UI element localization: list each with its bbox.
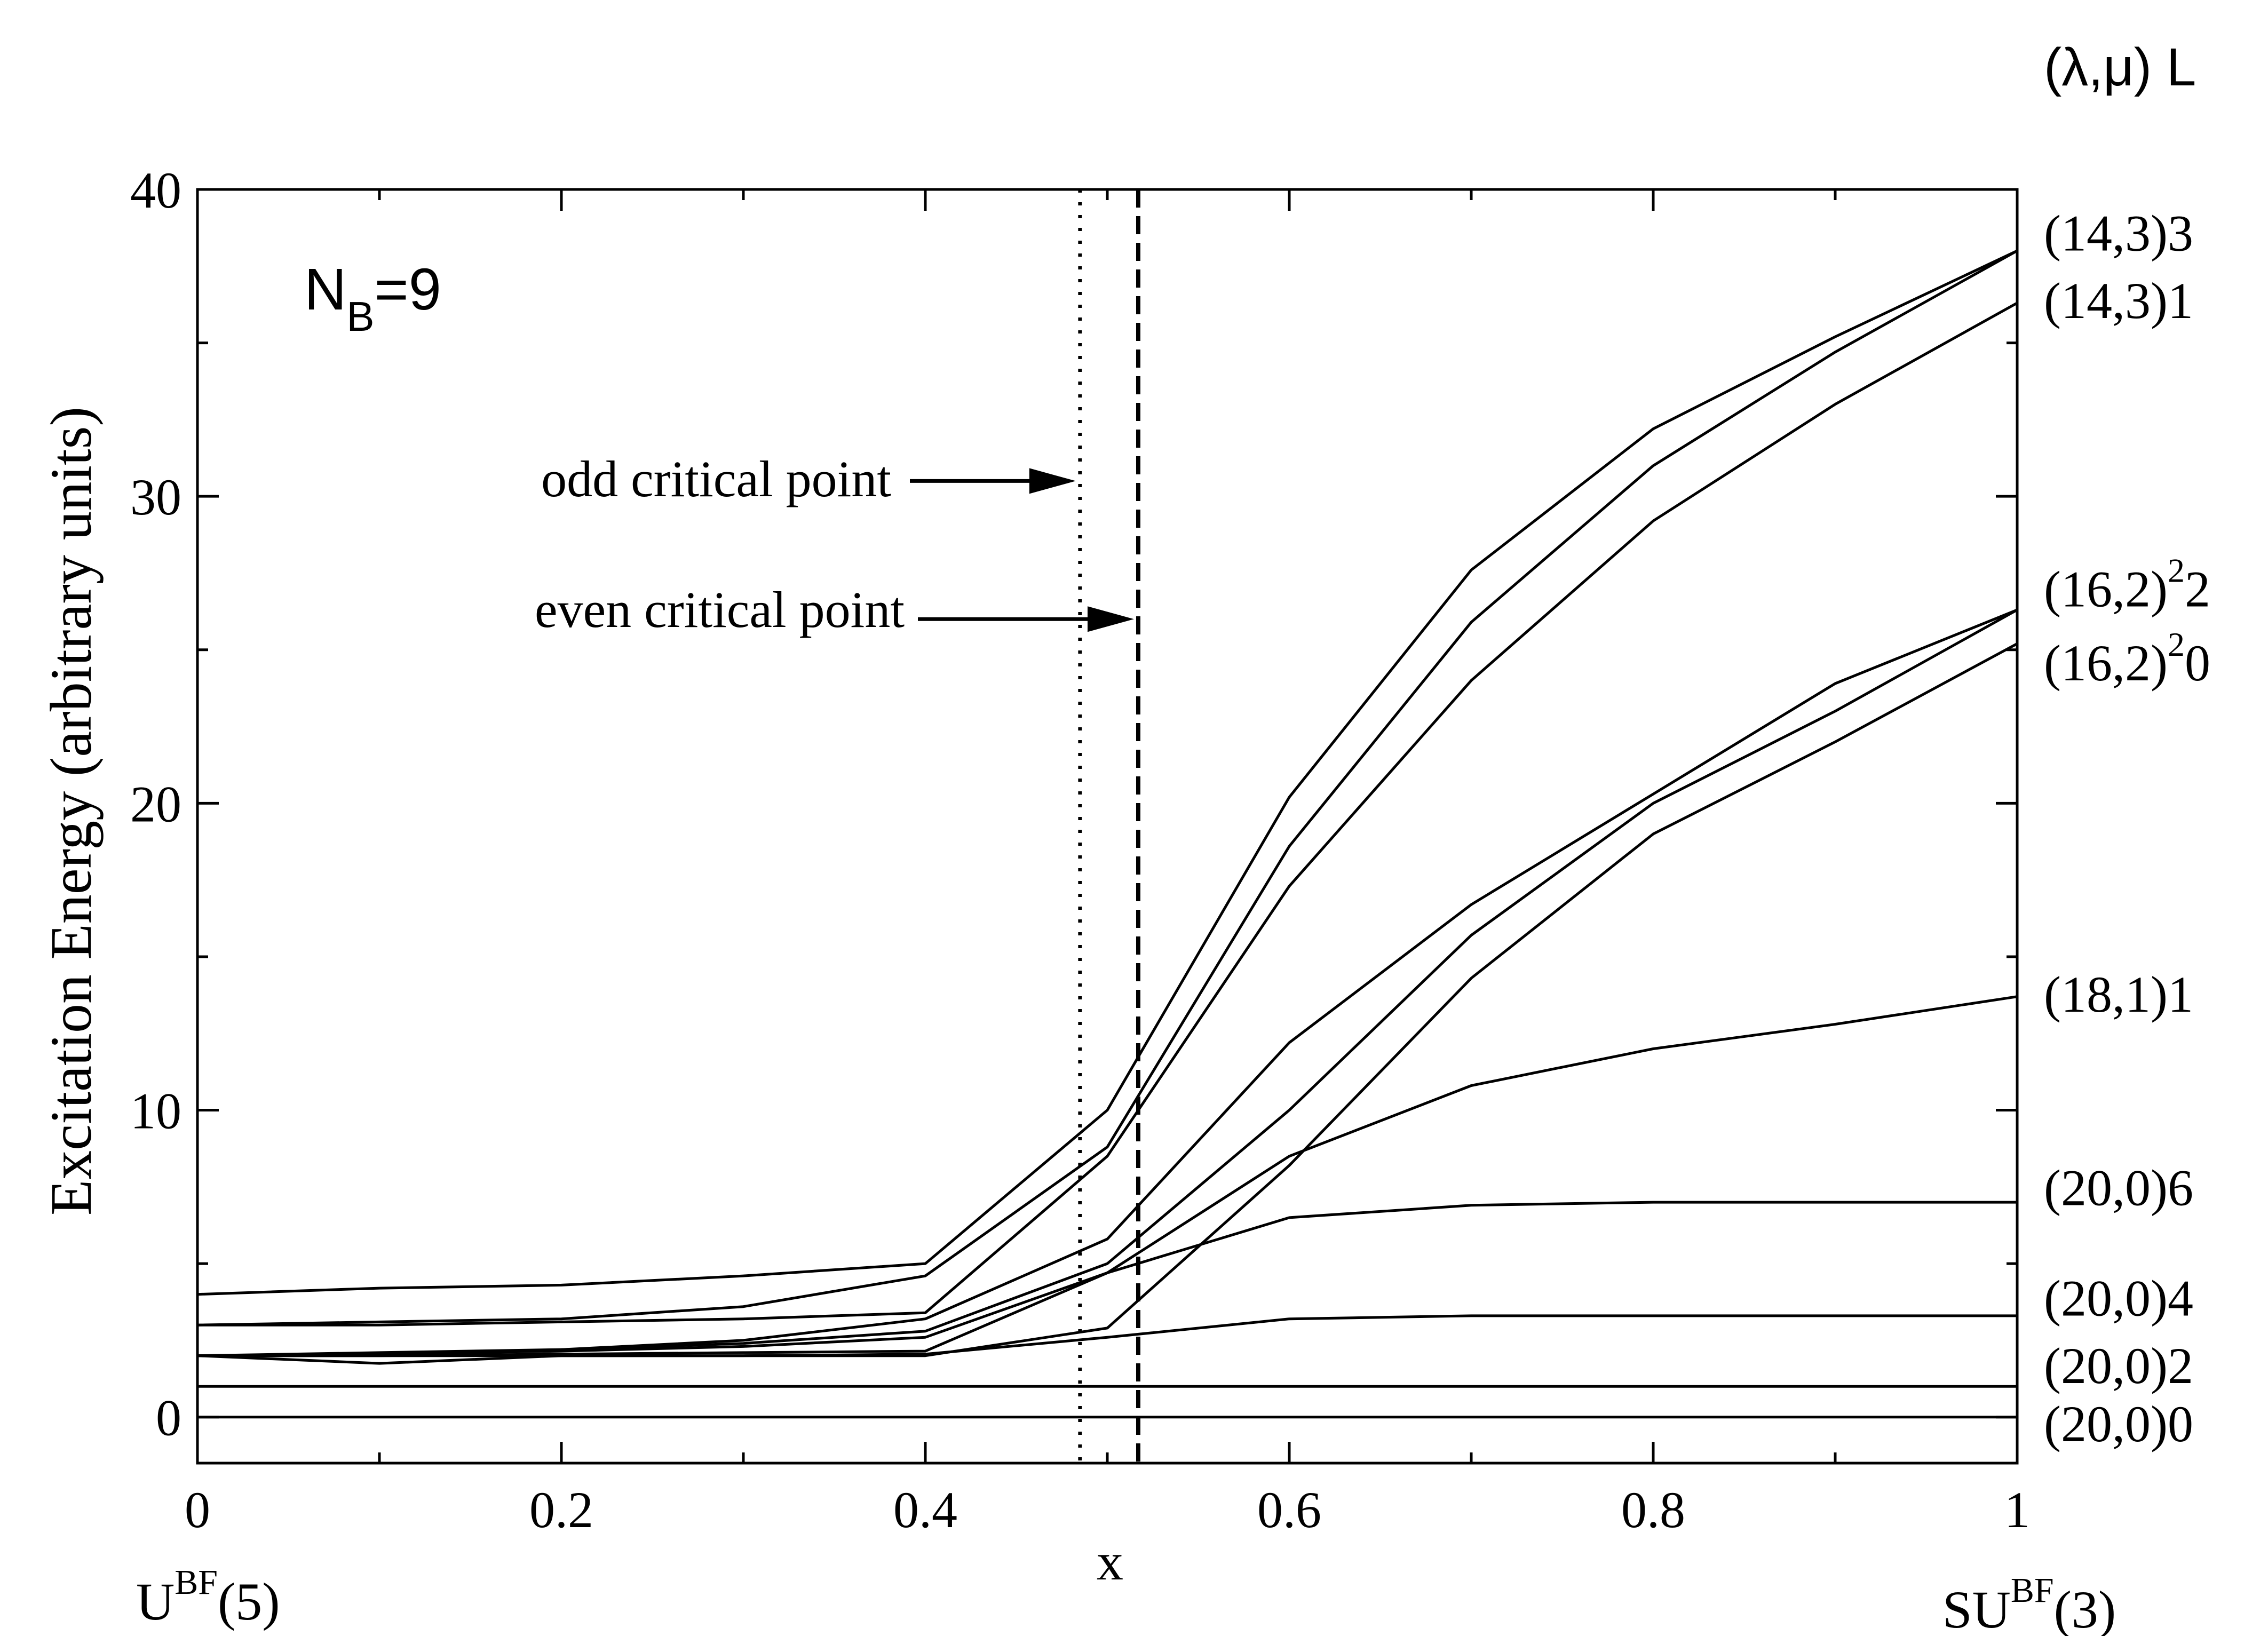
- series-label: (14,3)3: [2044, 205, 2193, 262]
- series-label: (20,0)6: [2044, 1159, 2193, 1216]
- series-label: (20,0)2: [2044, 1337, 2193, 1394]
- x-tick-label: 0.2: [529, 1481, 593, 1538]
- series-line-3: [197, 1314, 2017, 1365]
- series-line-10: [197, 249, 2018, 1327]
- series-line-8: [197, 608, 2018, 1357]
- label-column-header: (λ,μ) L: [2044, 37, 2196, 97]
- critical-lines: [910, 189, 1140, 1463]
- even-critical-label: even critical point: [535, 581, 905, 638]
- series-line-11: [197, 249, 2018, 1296]
- series-label: (20,0)4: [2044, 1269, 2193, 1327]
- right-limit-label: SUBF(3): [1942, 1571, 2116, 1636]
- y-tick-label: 40: [130, 162, 181, 219]
- series-layer: [197, 249, 2018, 1419]
- series-label: (18,1)1: [2044, 966, 2193, 1023]
- series-label: (16,2)20: [2044, 625, 2210, 692]
- y-tick-label: 30: [130, 468, 181, 526]
- y-axis-label: Excitation Energy (arbitrary units): [38, 407, 104, 1216]
- series-label: (16,2)22: [2044, 552, 2210, 618]
- x-tick-label: 0: [185, 1481, 210, 1538]
- x-tick-label: 1: [2004, 1481, 2030, 1538]
- x-tick-label: 0.8: [1621, 1481, 1685, 1538]
- x-tick-label: 0.4: [893, 1481, 957, 1538]
- series-label: (14,3)1: [2044, 272, 2193, 329]
- critical-arrow-head: [1087, 606, 1134, 632]
- critical-arrow-head: [1029, 468, 1076, 494]
- left-limit-label: UBF(5): [136, 1563, 280, 1631]
- y-tick-label: 20: [130, 775, 181, 832]
- series-line-9: [197, 301, 2018, 1327]
- x-tick-label: 0.6: [1257, 1481, 1321, 1538]
- y-tick-label: 10: [130, 1083, 181, 1140]
- nb-annotation: NB=9: [304, 257, 441, 340]
- y-tick-label: 0: [156, 1389, 181, 1447]
- odd-critical-label: odd critical point: [541, 450, 891, 507]
- series-label: (20,0)0: [2044, 1395, 2193, 1452]
- series-line-6: [197, 642, 2018, 1357]
- series-labels: (14,3)3 (14,3)1 (16,2)22 (16,2)20 (18,1)1 (20…: [2044, 205, 2210, 1453]
- x-axis-label: x: [1097, 1532, 1123, 1591]
